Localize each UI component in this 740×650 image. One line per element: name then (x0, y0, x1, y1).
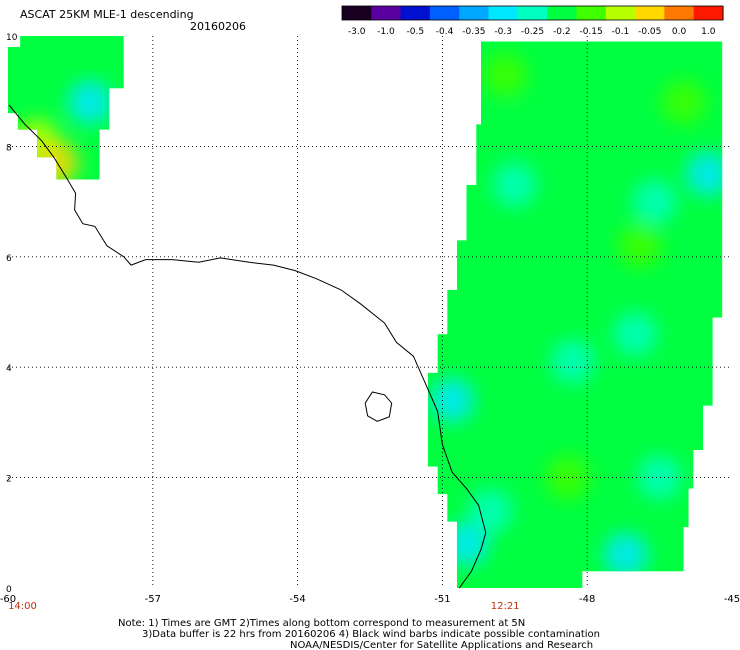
x-tick-label: -60 (0, 594, 16, 605)
colorbar-swatch (400, 6, 431, 20)
swath-patch (685, 152, 723, 196)
colorbar-swatch (488, 6, 519, 20)
colorbar-tick-label: -0.25 (521, 27, 544, 37)
colorbar-swatch (693, 6, 724, 20)
swath-patch (613, 312, 658, 357)
note-line-1: Note: 1) Times are GMT 2)Times along bot… (118, 618, 525, 629)
swath-patch (502, 267, 547, 312)
coastline-path (8, 104, 487, 589)
swath-patch (468, 488, 513, 533)
swath-patch (487, 107, 532, 152)
coastline (8, 104, 487, 589)
x-tick-label: -45 (724, 594, 740, 605)
swath-patch (637, 455, 682, 500)
y-tick-label: 6 (6, 254, 12, 264)
colorbar-swatch (459, 6, 490, 20)
colorbar-tick-label: -0.3 (494, 27, 512, 37)
x-tick-label: -51 (434, 594, 450, 605)
colorbar-tick-label: -0.35 (462, 27, 485, 37)
colorbar-tick-label: -0.15 (579, 27, 602, 37)
colorbar-tick-label: -3.0 (348, 27, 366, 37)
colorbar-swatch (547, 6, 578, 20)
colorbar: -3.0 -1.0 -0.5 -0.4 -0.35 -0.3 -0.25 -0.2 -0.15-… (341, 5, 724, 37)
swath-patch (34, 140, 79, 180)
swath-patch (68, 80, 113, 125)
swath-patch (632, 179, 677, 224)
colorbar-frame (341, 5, 724, 21)
swath-layer (8, 36, 723, 588)
colorbar-tick-label: -0.4 (436, 27, 454, 37)
chart-title: ASCAT 25KM MLE-1 descending (20, 8, 194, 21)
colorbar-tick-label: -0.5 (406, 27, 424, 37)
colorbar-swatch (605, 6, 636, 20)
y-tick-label: 0 (6, 585, 12, 595)
swath-patch (603, 532, 648, 577)
y-tick-label: 10 (6, 33, 18, 43)
colorbar-tick-label: -0.1 (612, 27, 630, 37)
swath-texture (430, 52, 723, 577)
colorbar-tick-label: 1.0 (701, 27, 716, 37)
colorbar-swatch (664, 6, 695, 20)
chart-date: 20160206 (190, 20, 246, 33)
colorbar-tick-label: 0.0 (672, 27, 687, 37)
x-tick-label: -54 (289, 594, 305, 605)
y-tick-label: 2 (6, 475, 12, 485)
x-tick-label: -57 (145, 594, 161, 605)
y-tick-label: 4 (6, 364, 12, 374)
swath-patch (492, 163, 537, 208)
colorbar-swatch (576, 6, 607, 20)
x-tick-label: -48 (579, 594, 595, 605)
y-tick-label: 8 (6, 143, 12, 153)
time-label: 12:21 (491, 601, 520, 612)
colorbar-swatch (429, 6, 460, 20)
swath-patch (545, 455, 590, 500)
swath-fill (8, 36, 124, 180)
swath-2 (427, 41, 723, 588)
island-outline (364, 391, 393, 422)
swath-patch (483, 52, 528, 97)
colorbar-swatch (342, 6, 372, 20)
axes: -60 -57 -54 -51 -48 -45 0 2 4 6 8 10 (0, 33, 740, 605)
swath-patch (661, 80, 706, 125)
swath-1 (8, 36, 124, 180)
colorbar-tick-label: -0.2 (553, 27, 571, 37)
colorbar-tick-label: -1.0 (377, 27, 395, 37)
note-line-3: NOAA/NESDIS/Center for Satellite Applica… (290, 640, 593, 650)
colorbar-tick-label: -0.05 (638, 27, 661, 37)
colorbar-swatch (517, 6, 548, 20)
colorbar-swatch (371, 6, 402, 20)
swath-patch (550, 339, 595, 384)
grid-lines (8, 36, 732, 588)
time-labels: 14:00 12:21 (8, 601, 519, 612)
note-line-2: 3)Data buffer is 22 hrs from 20160206 4)… (142, 629, 600, 640)
time-label: 14:00 (8, 601, 37, 612)
colorbar-swatch (635, 6, 665, 20)
swath-patch (430, 378, 475, 423)
swath-patch (618, 223, 663, 268)
